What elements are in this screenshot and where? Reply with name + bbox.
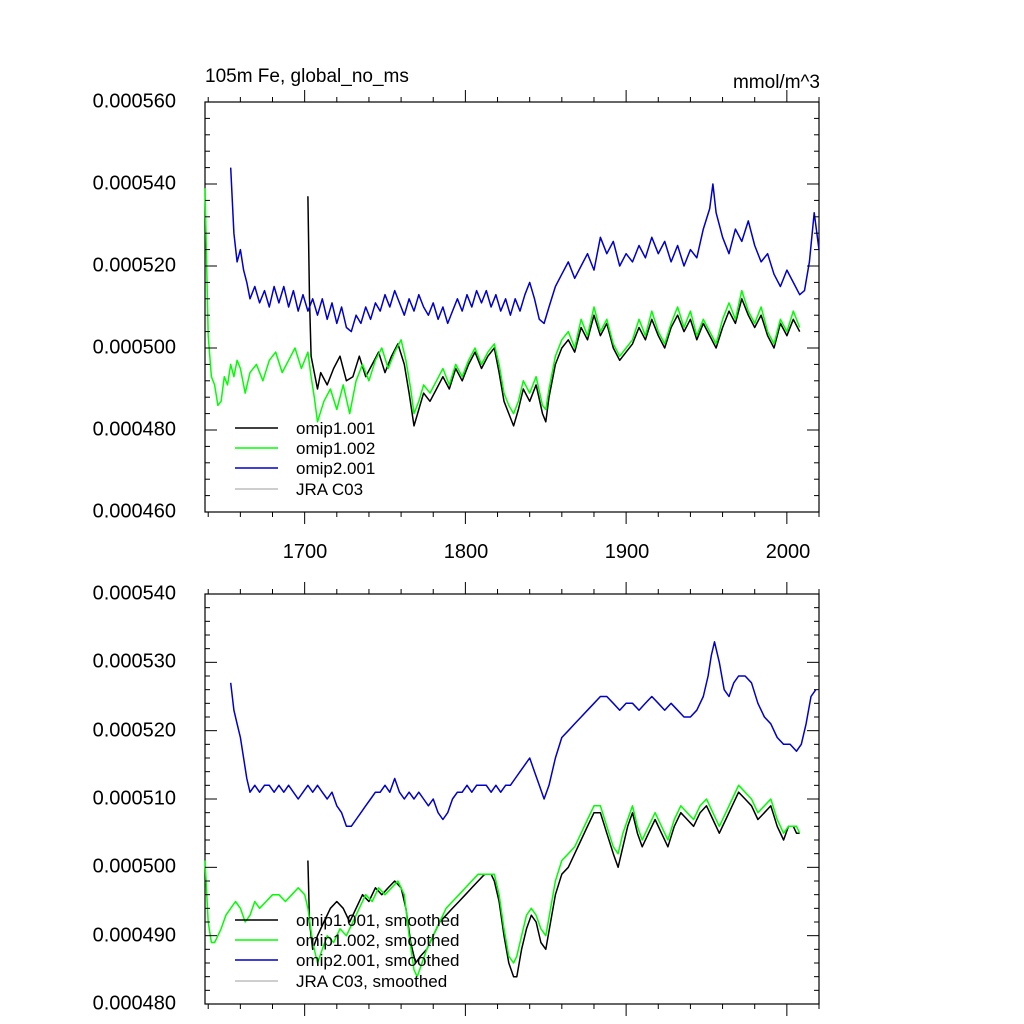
top-series-group bbox=[204, 167, 820, 427]
top-legend-label-omip2-001: omip2.001 bbox=[296, 459, 375, 478]
top-chart-title: 105m Fe, global_no_ms bbox=[205, 66, 409, 87]
top-y-tick-label-1: 0.000480 bbox=[93, 418, 176, 440]
bottom-series-line-omip1-001-smoothed bbox=[307, 791, 800, 978]
bottom-series-line-omip1-002-smoothed bbox=[204, 784, 801, 978]
bottom-y-tick-label-0: 0.000480 bbox=[93, 992, 176, 1014]
top-x-tick-label-3: 2000 bbox=[766, 541, 811, 563]
top-axis-ticks bbox=[205, 90, 820, 524]
top-legend: omip1.001 omip1.002 omip2.001 JRA C03 bbox=[235, 419, 375, 499]
bottom-axis-ticks bbox=[205, 582, 820, 1016]
bottom-y-tick-label-6: 0.000540 bbox=[93, 582, 176, 604]
top-legend-label-jra-c03: JRA C03 bbox=[296, 480, 363, 499]
top-legend-label-omip1-002: omip1.002 bbox=[296, 439, 375, 458]
top-legend-label-omip1-001: omip1.001 bbox=[296, 419, 375, 438]
top-y-tick-label-2: 0.000500 bbox=[93, 336, 176, 358]
top-plot-frame bbox=[204, 101, 820, 513]
top-x-tick-label-2: 1900 bbox=[605, 541, 650, 563]
bottom-y-tick-label-3: 0.000510 bbox=[93, 787, 176, 809]
bottom-y-tick-label-1: 0.000490 bbox=[93, 924, 176, 946]
bottom-legend-label-omip1-001: omip1.001, smoothed bbox=[296, 911, 460, 930]
top-y-tick-label-3: 0.000520 bbox=[93, 254, 176, 276]
top-x-tick-label-1: 1800 bbox=[444, 541, 489, 563]
top-x-tick-label-0: 1700 bbox=[283, 541, 328, 563]
bottom-series-group bbox=[204, 641, 817, 978]
top-y-tick-label-5: 0.000560 bbox=[93, 90, 176, 112]
bottom-legend: omip1.001, smoothed omip1.002, smoothed … bbox=[235, 911, 460, 991]
top-y-tick-label-4: 0.000540 bbox=[93, 172, 176, 194]
top-units-label: mmol/m^3 bbox=[733, 72, 820, 93]
top-series-line-omip2-001 bbox=[229, 167, 820, 333]
bottom-legend-label-omip2-001: omip2.001, smoothed bbox=[296, 951, 460, 970]
bottom-legend-label-jra-c03: JRA C03, smoothed bbox=[296, 972, 447, 991]
bottom-legend-label-omip1-002: omip1.002, smoothed bbox=[296, 931, 460, 950]
bottom-panel: 0.000480 0.000490 0.000500 0.000510 0.00… bbox=[93, 582, 820, 1016]
top-panel: 105m Fe, global_no_ms mmol/m^3 0.000460 … bbox=[93, 66, 820, 563]
top-series-line-omip1-002 bbox=[204, 188, 801, 423]
bottom-y-tick-label-4: 0.000520 bbox=[93, 719, 176, 741]
bottom-series-line-omip2-001-smoothed bbox=[229, 641, 817, 828]
bottom-y-tick-label-5: 0.000530 bbox=[93, 650, 176, 672]
top-y-tick-label-0: 0.000460 bbox=[93, 500, 176, 522]
top-series-line-omip1-001 bbox=[307, 196, 801, 427]
bottom-y-tick-label-2: 0.000500 bbox=[93, 855, 176, 877]
